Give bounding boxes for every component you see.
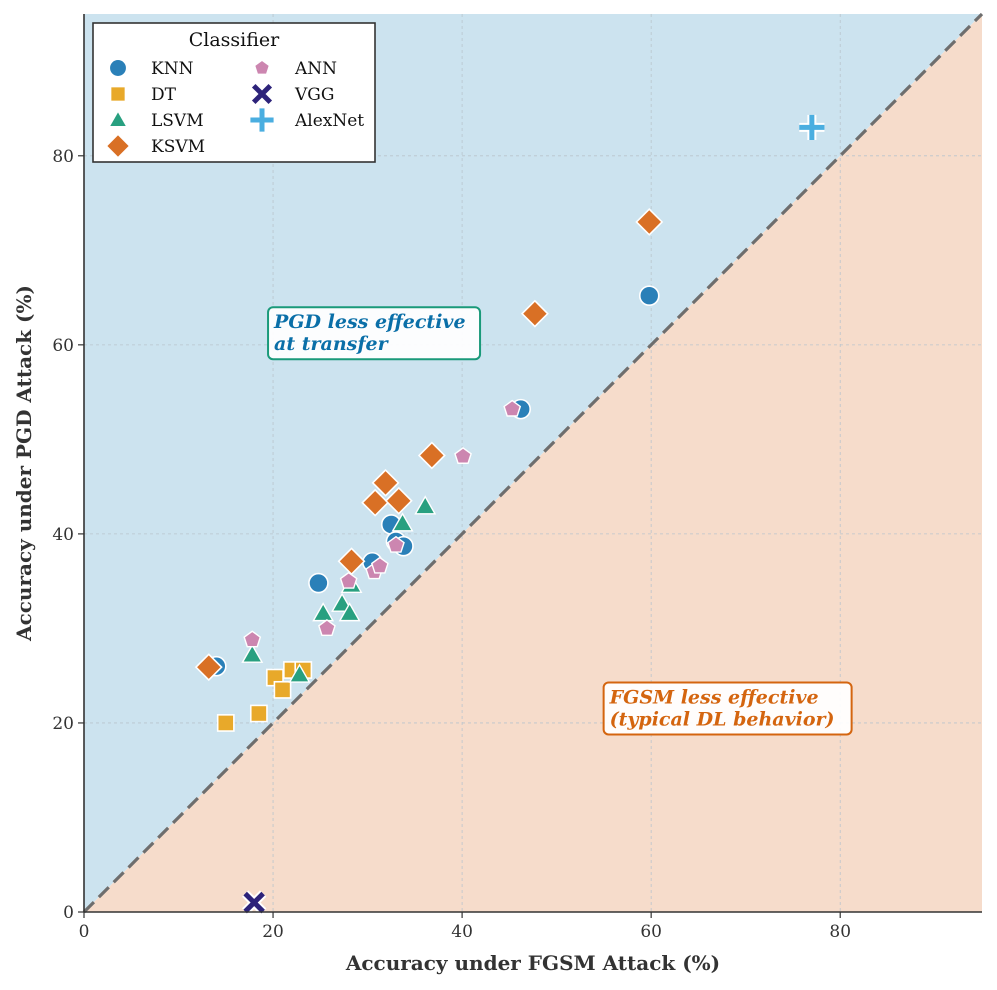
point-lsvm	[288, 663, 311, 683]
point-dt	[249, 704, 268, 723]
point-lsvm	[241, 643, 264, 663]
diagonal-reference-line	[82, 12, 984, 914]
x-tick-label: 20	[262, 922, 284, 942]
axes: 0 20 40 60 80 0 20 40 60 80 Accuracy under FGSM At…	[12, 14, 982, 975]
legend-marker-alexnet	[250, 108, 274, 132]
legend-box	[92, 22, 376, 163]
legend: Classifier KNN DT LSVM KSVM ANN VGG AlexNet	[92, 22, 376, 163]
series-ann	[243, 399, 522, 648]
legend-entry-alexnet: AlexNet	[250, 108, 364, 132]
legend-marker-vgg	[250, 82, 274, 106]
point-lsvm	[338, 602, 361, 622]
legend-entry-lsvm: LSVM	[107, 109, 204, 131]
annotation-text: PGD less effective	[273, 311, 466, 333]
annotation-fgsm: FGSM less effective(typical DL behavior)	[602, 681, 853, 736]
point-dt	[273, 680, 292, 699]
point-knn	[308, 572, 329, 594]
legend-entry-dt: DT	[109, 85, 177, 105]
series-ksvm	[194, 208, 664, 682]
legend-label: DT	[151, 85, 177, 105]
series-alexnet	[799, 114, 825, 141]
point-ann	[387, 535, 405, 553]
legend-label: KNN	[151, 59, 194, 79]
y-tick-label: 20	[52, 714, 74, 734]
point-ann	[339, 571, 358, 589]
x-axis-label: Accuracy under FGSM Attack (%)	[345, 951, 720, 975]
legend-title: Classifier	[189, 29, 280, 51]
point-ann	[454, 447, 472, 464]
y-tick-label: 0	[63, 903, 74, 923]
point-ann	[370, 556, 389, 574]
point-ksvm	[361, 488, 390, 517]
point-ksvm	[520, 299, 549, 328]
point-ann	[503, 399, 522, 417]
legend-label: AlexNet	[294, 111, 364, 131]
point-ksvm	[417, 441, 446, 470]
annotation-box	[267, 306, 482, 361]
legend-entry-ksvm: KSVM	[105, 133, 205, 159]
point-ksvm	[384, 486, 413, 515]
point-lsvm	[312, 602, 335, 622]
annotation-text: FGSM less effective	[609, 686, 819, 708]
legend-marker-ann	[253, 59, 271, 76]
legend-entry-ann: ANN	[253, 59, 337, 79]
point-lsvm	[414, 495, 437, 515]
point-ksvm	[194, 653, 223, 682]
legend-marker-lsvm	[107, 109, 129, 128]
point-ann	[243, 630, 262, 648]
series-vgg	[241, 890, 267, 915]
legend-label: KSVM	[151, 137, 205, 157]
legend-label: ANN	[294, 59, 337, 79]
data-points	[194, 114, 825, 915]
point-dt	[216, 714, 235, 732]
point-vgg	[241, 890, 267, 915]
y-tick-label: 60	[52, 336, 74, 356]
y-axis-label: Accuracy under PGD Attack (%)	[12, 285, 36, 642]
point-lsvm	[391, 512, 414, 532]
point-knn	[638, 285, 660, 306]
annotation-box	[602, 681, 853, 736]
legend-entry-vgg: VGG	[250, 82, 334, 106]
point-alexnet	[799, 114, 825, 141]
annotation-text: (typical DL behavior)	[610, 708, 835, 730]
legend-label: VGG	[294, 85, 334, 105]
y-tick-label: 80	[52, 147, 74, 167]
x-tick-label: 40	[451, 922, 473, 942]
x-tick-label: 60	[640, 922, 662, 942]
legend-marker-ksvm	[105, 133, 131, 159]
point-ksvm	[371, 468, 400, 497]
legend-marker-knn	[108, 58, 128, 78]
x-tick-label: 0	[79, 922, 90, 942]
point-ksvm	[635, 208, 664, 236]
x-tick-label: 80	[829, 922, 851, 942]
legend-label: LSVM	[151, 111, 204, 131]
point-ann	[318, 619, 336, 636]
y-tick-label: 40	[52, 525, 74, 545]
legend-marker-dt	[109, 85, 127, 103]
legend-entry-knn: KNN	[108, 58, 194, 79]
annotation-text: at transfer	[274, 333, 390, 355]
